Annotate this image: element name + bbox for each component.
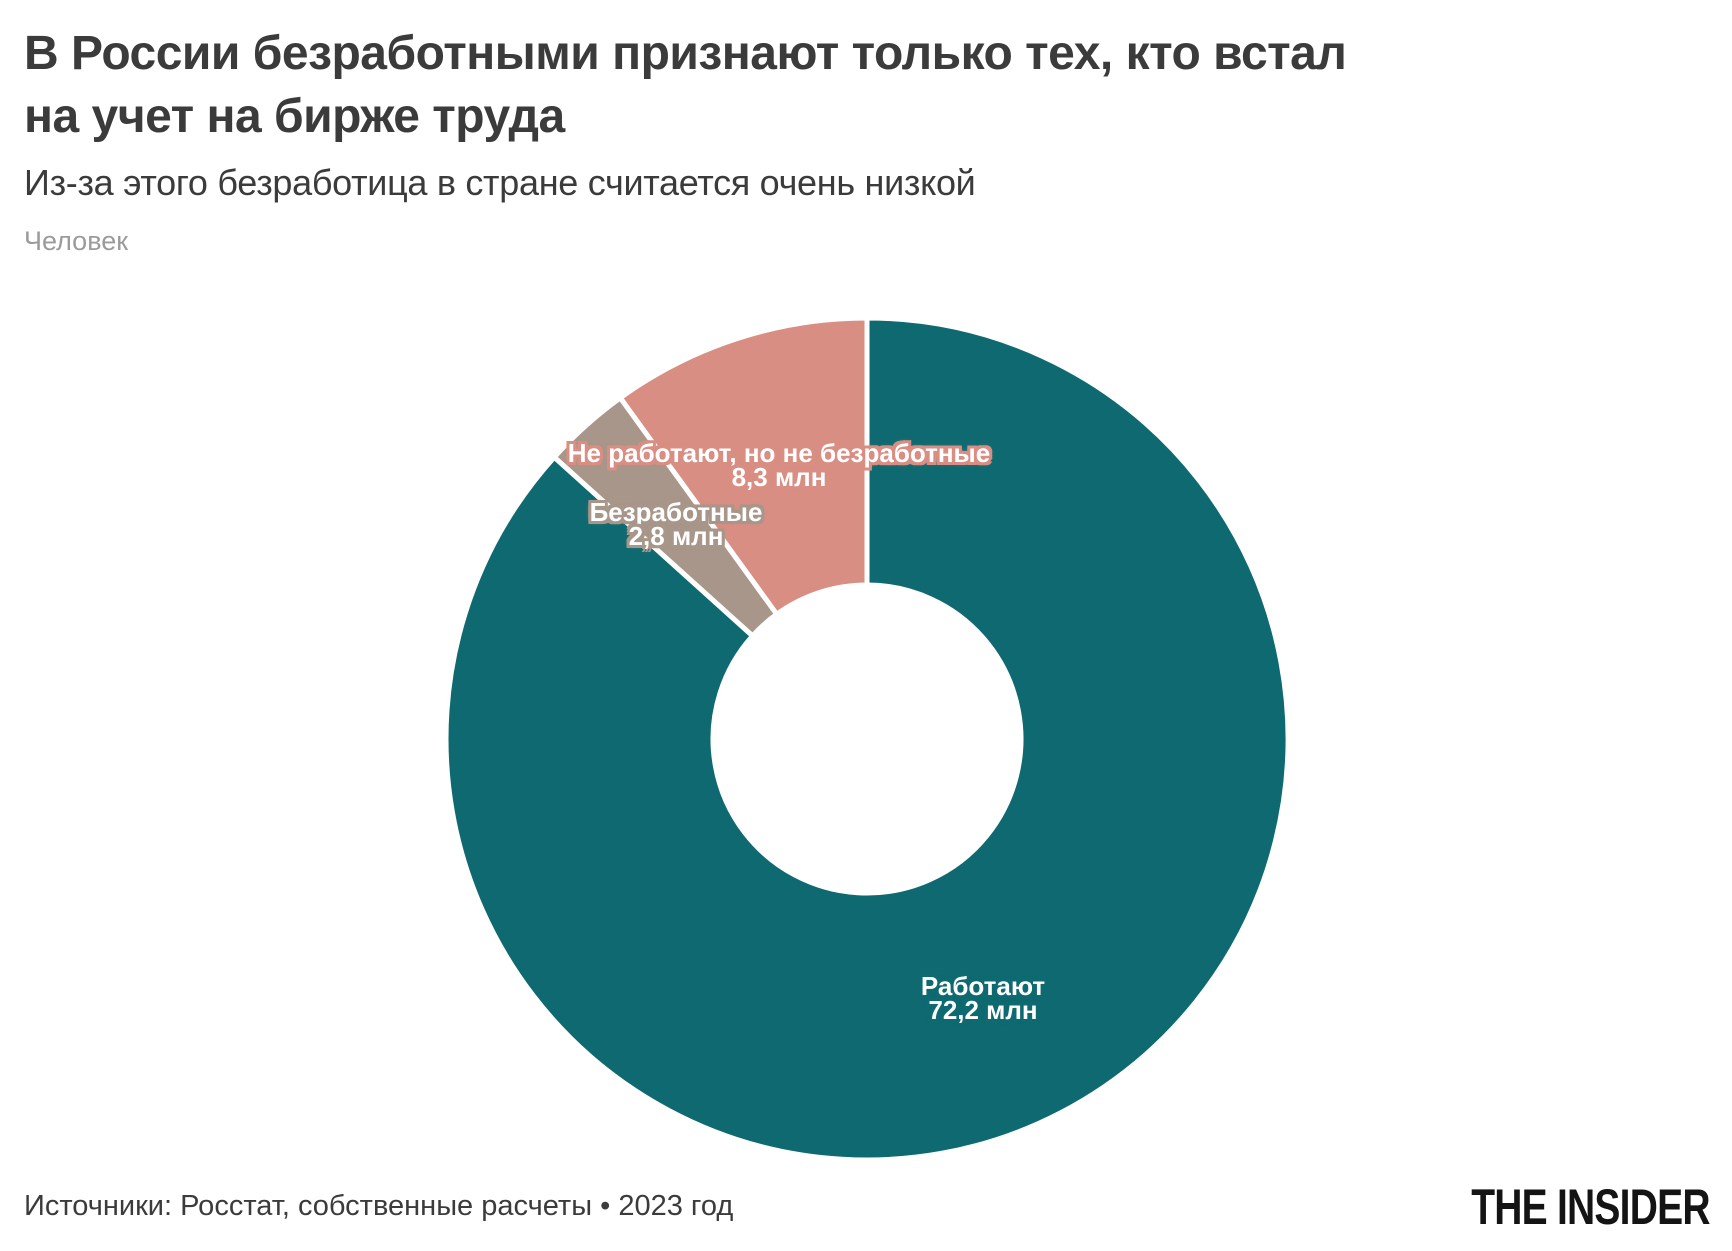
- chart-title: В России безработными признают только те…: [24, 22, 1347, 148]
- pie-slice-0: [443, 315, 1291, 1163]
- chart-title-line2: на учет на бирже труда: [24, 90, 565, 143]
- slice-label-value: 8,3 млн: [731, 462, 827, 492]
- slice-label-unemployed: Безработные 2,8 млн: [589, 497, 763, 551]
- slice-label-value: 2,8 млн: [628, 521, 724, 551]
- slice-label-nonworking: Не работают, но не безработные 8,3 млн: [567, 438, 991, 492]
- donut-slices: [443, 315, 1291, 1163]
- slice-label-name: Безработные: [589, 497, 763, 527]
- slice-label-value: 72,2 млн: [928, 995, 1038, 1025]
- source-note: Источники: Росстат, собственные расчеты …: [24, 1190, 734, 1222]
- slice-label-name: Работают: [920, 971, 1046, 1001]
- unit-label: Человек: [24, 226, 129, 256]
- chart-subtitle: Из-за этого безработица в стране считает…: [24, 162, 976, 203]
- chart-title-line1: В России безработными признают только те…: [24, 27, 1347, 80]
- slice-label-working: Работают 72,2 млн: [920, 971, 1046, 1025]
- slice-label-name: Не работают, но не безработные: [567, 438, 991, 468]
- pie-slice-2: [616, 315, 870, 618]
- the-insider-logo: THE INSIDER: [1471, 1179, 1711, 1235]
